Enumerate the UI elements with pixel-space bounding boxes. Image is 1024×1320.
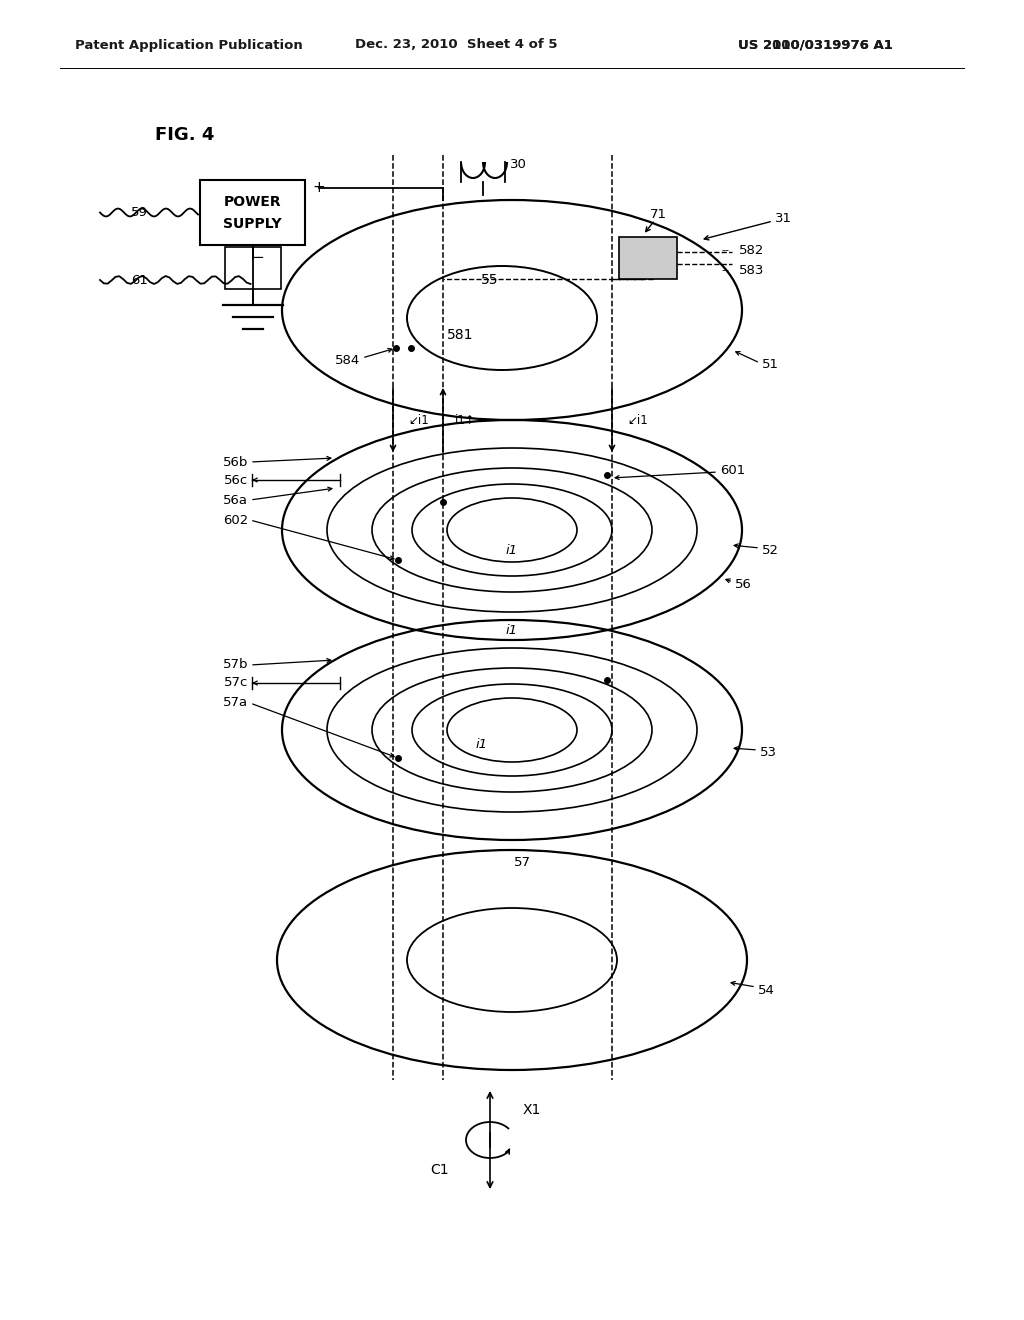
Text: 583: 583 xyxy=(739,264,764,276)
Text: POWER: POWER xyxy=(223,195,282,210)
Text: 57a: 57a xyxy=(223,697,248,710)
Text: 56b: 56b xyxy=(222,455,248,469)
Text: C1: C1 xyxy=(430,1163,449,1177)
Text: SUPPLY: SUPPLY xyxy=(223,218,282,231)
Text: 602: 602 xyxy=(223,513,248,527)
Text: Dec. 23, 2010  Sheet 4 of 5: Dec. 23, 2010 Sheet 4 of 5 xyxy=(355,38,557,51)
Text: 53: 53 xyxy=(760,746,777,759)
Text: --: -- xyxy=(721,265,729,275)
Text: i1: i1 xyxy=(476,738,488,751)
Text: ↙i1: ↙i1 xyxy=(627,413,648,426)
Text: 56a: 56a xyxy=(223,494,248,507)
Text: 581: 581 xyxy=(446,327,473,342)
Text: i1: i1 xyxy=(506,544,518,557)
Text: US 2100/0319976 A1: US 2100/0319976 A1 xyxy=(738,38,893,51)
Text: 55: 55 xyxy=(481,273,499,286)
Text: 57b: 57b xyxy=(222,659,248,672)
Text: i1: i1 xyxy=(506,623,518,636)
Text: 51: 51 xyxy=(762,359,779,371)
Text: 31: 31 xyxy=(775,211,792,224)
Text: FIG. 4: FIG. 4 xyxy=(155,125,214,144)
Bar xyxy=(224,247,281,289)
Bar xyxy=(200,180,305,246)
Text: 57c: 57c xyxy=(223,676,248,689)
Text: 71: 71 xyxy=(650,209,667,222)
Text: 54: 54 xyxy=(758,983,775,997)
Text: ↙i1: ↙i1 xyxy=(408,413,429,426)
Text: i1↑: i1↑ xyxy=(455,413,476,426)
Text: X1: X1 xyxy=(523,1104,542,1117)
Text: Patent Application Publication: Patent Application Publication xyxy=(75,38,303,51)
Text: +: + xyxy=(312,181,326,195)
Text: −: − xyxy=(251,249,264,264)
Text: 52: 52 xyxy=(762,544,779,557)
Text: 59: 59 xyxy=(131,206,148,219)
Text: US 2010/0319976 A1: US 2010/0319976 A1 xyxy=(738,38,893,51)
Text: 56: 56 xyxy=(735,578,752,591)
Text: 582: 582 xyxy=(739,243,764,256)
Text: 57: 57 xyxy=(513,855,530,869)
Text: 584: 584 xyxy=(335,354,360,367)
Text: 56c: 56c xyxy=(224,474,248,487)
Text: 601: 601 xyxy=(720,463,745,477)
Text: 30: 30 xyxy=(510,157,527,170)
Text: 61: 61 xyxy=(131,273,148,286)
Bar xyxy=(618,238,677,279)
Text: --: -- xyxy=(721,246,729,255)
